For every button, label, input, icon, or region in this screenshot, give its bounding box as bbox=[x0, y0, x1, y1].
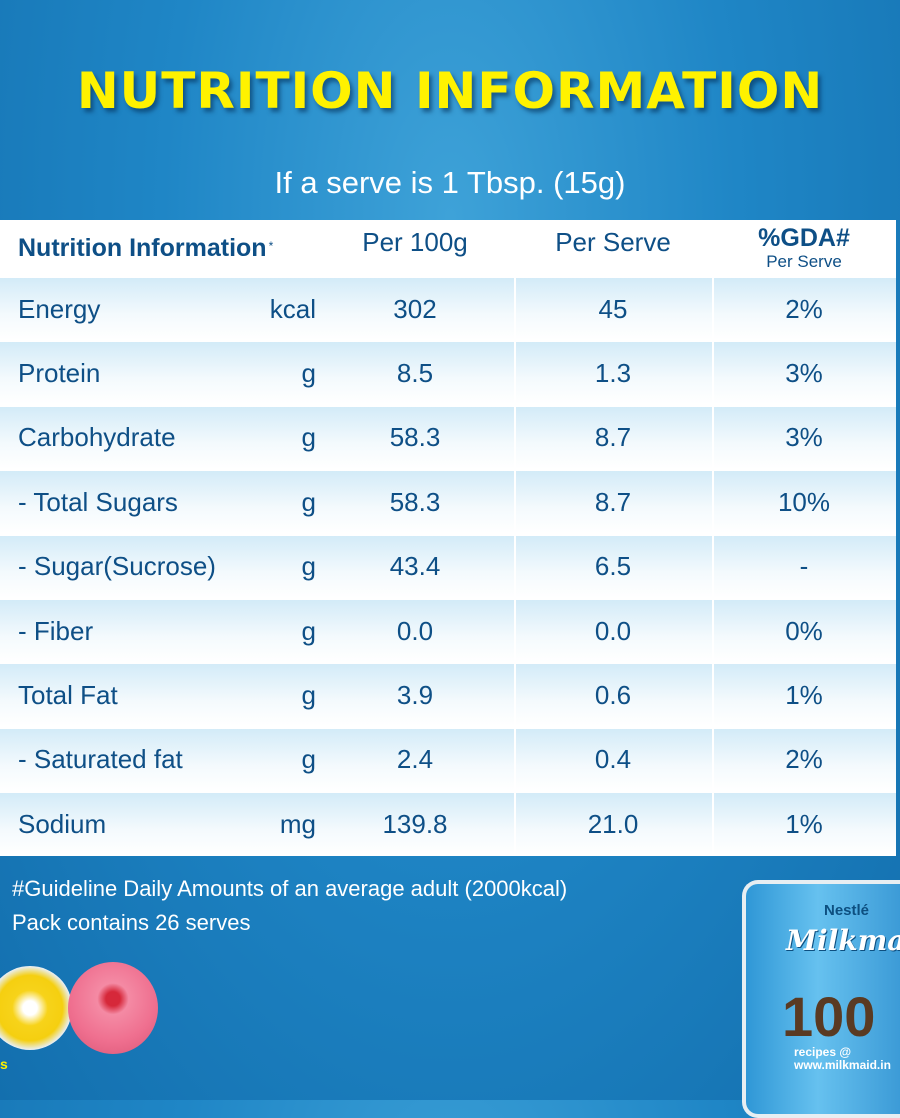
header-per-100g: Per 100g bbox=[362, 226, 468, 257]
nutrient-name: - Saturated fat bbox=[18, 744, 183, 775]
table-header-row: Nutrition Information * Per 100g Per Serv… bbox=[0, 220, 896, 276]
milkmaid-can-image: Nestlé Milkmaid 100 recipes @ www.milkma… bbox=[742, 880, 900, 1118]
recipes-label: recipes @ bbox=[794, 1045, 852, 1059]
nutrient-name: - Total Sugars bbox=[18, 486, 178, 517]
nutrient-name: Energy bbox=[18, 293, 101, 324]
nutrient-unit: g bbox=[301, 679, 316, 710]
per-100g-value: 2.4 bbox=[396, 744, 434, 775]
gda-value: 2% bbox=[785, 744, 823, 775]
table-row: - Fiber g 0.0 0.0 0% bbox=[0, 598, 896, 662]
per-serve-value: 0.4 bbox=[594, 744, 632, 775]
nutrient-unit: mg bbox=[279, 808, 316, 839]
gda-footnote: #Guideline Daily Amounts of an average a… bbox=[12, 876, 568, 901]
header-nutrition-information: Nutrition Information * bbox=[18, 220, 338, 276]
per-serve-value: 45 bbox=[598, 293, 628, 324]
nutrient-name: Total Fat bbox=[18, 679, 118, 710]
nutrient-name: - Fiber bbox=[18, 615, 94, 646]
nutrition-table: Nutrition Information * Per 100g Per Serv… bbox=[0, 220, 896, 856]
nutrient-name: Sodium bbox=[18, 808, 107, 839]
table-row: Total Fat g 3.9 0.6 1% bbox=[0, 662, 896, 727]
per-100g-value: 8.5 bbox=[396, 357, 434, 388]
header-label-text: Nutrition Information bbox=[18, 233, 267, 262]
table-row: Energy kcal 302 45 2% bbox=[0, 276, 896, 340]
nutrient-unit: g bbox=[301, 744, 316, 775]
nutrient-unit: g bbox=[301, 551, 316, 582]
per-serve-value: 1.3 bbox=[594, 357, 632, 388]
table-row: - Sugar(Sucrose) g 43.4 6.5 - bbox=[0, 533, 896, 598]
nutrient-unit: kcal bbox=[269, 293, 316, 324]
header-asterisk: * bbox=[268, 239, 274, 253]
nutrient-name: - Sugar(Sucrose) bbox=[18, 551, 216, 582]
per-serve-value: 8.7 bbox=[594, 486, 632, 517]
nutrient-unit: g bbox=[301, 422, 316, 453]
page-title: NUTRITION INFORMATION bbox=[76, 62, 824, 120]
per-serve-value: 0.6 bbox=[594, 679, 632, 710]
cropped-edge-text: s bbox=[0, 1056, 8, 1072]
per-serve-value: 21.0 bbox=[587, 808, 639, 839]
nutrient-unit: g bbox=[301, 615, 316, 646]
yellow-dessert-image bbox=[0, 966, 72, 1050]
table-row: - Saturated fat g 2.4 0.4 2% bbox=[0, 726, 896, 791]
per-100g-value: 43.4 bbox=[389, 551, 441, 582]
table-row: Carbohydrate g 58.3 8.7 3% bbox=[0, 404, 896, 469]
pack-serves-note: Pack contains 26 serves bbox=[12, 910, 251, 935]
nutrient-name: Protein bbox=[18, 357, 101, 388]
gda-value: 1% bbox=[785, 808, 823, 839]
table-row: - Total Sugars g 58.3 8.7 10% bbox=[0, 469, 896, 534]
header-gda: %GDA# Per Serve bbox=[712, 220, 896, 276]
per-serve-value: 0.0 bbox=[594, 615, 632, 646]
header-per-serve: Per Serve bbox=[555, 226, 671, 257]
nutrient-name: Carbohydrate bbox=[18, 422, 176, 453]
website-url: www.milkmaid.in bbox=[794, 1058, 891, 1073]
column-divider bbox=[712, 276, 714, 856]
per-100g-value: 58.3 bbox=[389, 422, 441, 453]
header-gda-label: %GDA# bbox=[758, 224, 850, 252]
per-serve-value: 8.7 bbox=[594, 422, 632, 453]
gda-value: 3% bbox=[785, 357, 823, 388]
gda-value: 1% bbox=[785, 679, 823, 710]
milkmaid-logo-text: Milkmaid bbox=[786, 924, 900, 957]
gda-value: 0% bbox=[785, 615, 823, 646]
nutrient-unit: g bbox=[301, 486, 316, 517]
pink-dessert-image bbox=[68, 962, 158, 1054]
nutrient-unit: g bbox=[301, 357, 316, 388]
gda-value: 3% bbox=[785, 422, 823, 453]
gda-value: 2% bbox=[785, 293, 823, 324]
hundred-badge: 100 bbox=[782, 985, 876, 1048]
column-divider bbox=[514, 276, 516, 856]
per-100g-value: 58.3 bbox=[389, 486, 441, 517]
gda-value: 10% bbox=[777, 486, 831, 517]
per-100g-value: 3.9 bbox=[396, 679, 434, 710]
table-row: Sodium mg 139.8 21.0 1% bbox=[0, 791, 896, 856]
serving-size-subtitle: If a serve is 1 Tbsp. (15g) bbox=[274, 165, 626, 200]
header-gda-sublabel: Per Serve bbox=[766, 252, 842, 271]
per-100g-value: 139.8 bbox=[382, 808, 448, 839]
per-100g-value: 302 bbox=[393, 293, 437, 324]
per-100g-value: 0.0 bbox=[396, 615, 434, 646]
nestle-brand-text: Nestlé bbox=[824, 902, 870, 919]
per-serve-value: 6.5 bbox=[594, 551, 632, 582]
recipes-url: recipes @ www.milkmaid.in bbox=[794, 1045, 891, 1073]
table-row: Protein g 8.5 1.3 3% bbox=[0, 340, 896, 405]
gda-value: - bbox=[799, 551, 809, 582]
